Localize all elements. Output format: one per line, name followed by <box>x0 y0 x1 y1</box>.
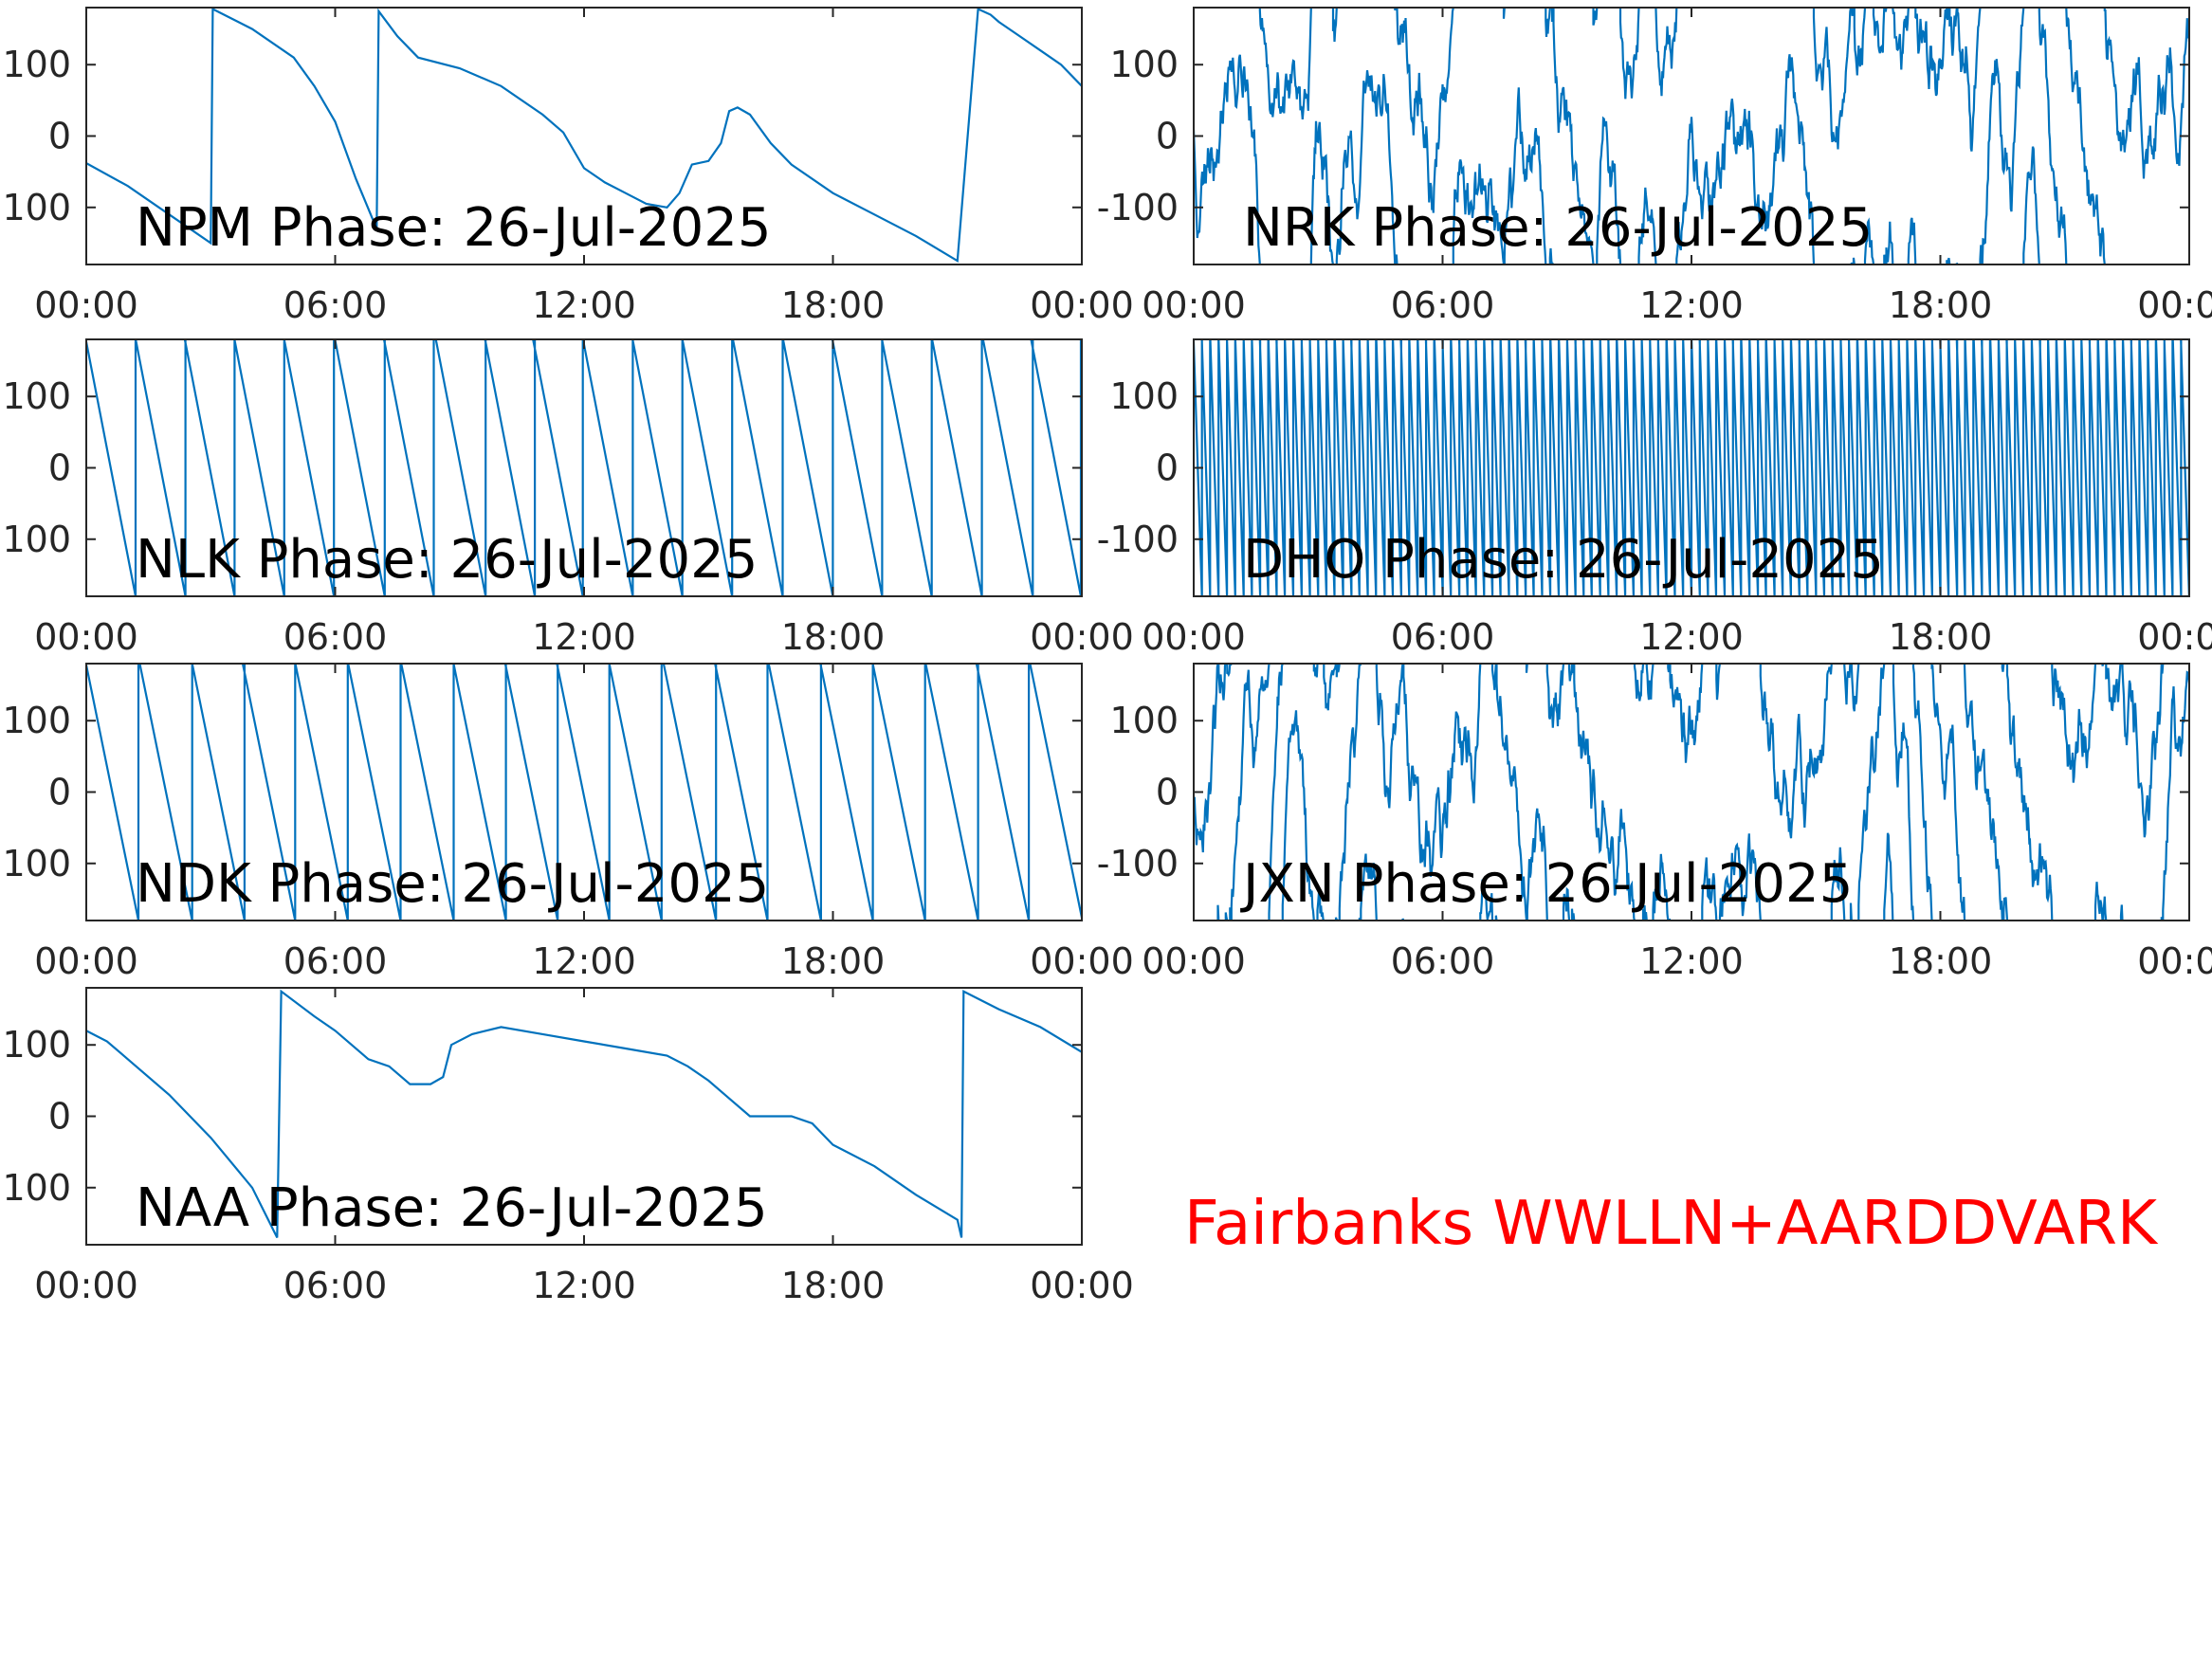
x-tick-label: 00:00 <box>34 616 138 658</box>
y-tick-label: 100 <box>1109 44 1179 85</box>
x-tick-label: 18:00 <box>1889 284 1993 326</box>
y-tick-label: 0 <box>48 447 71 489</box>
series-line <box>86 664 1082 921</box>
x-tick-label: 06:00 <box>283 616 388 658</box>
panel-title: NAA Phase: 26-Jul-2025 <box>136 1177 768 1239</box>
x-tick-label: 06:00 <box>283 284 388 326</box>
y-tick-label: 100 <box>2 843 71 884</box>
y-tick-label: 0 <box>1156 447 1179 489</box>
x-tick-label: 00:00 <box>1030 284 1134 326</box>
panel-title: NPM Phase: 26-Jul-2025 <box>136 197 772 259</box>
x-tick-label: 06:00 <box>1391 616 1495 658</box>
panel-title: NLK Phase: 26-Jul-2025 <box>136 529 758 591</box>
panels: 00:00 06:00 12:00 18:00 00:00 100 0 100 NPM Phas… <box>2 7 2212 1306</box>
y-tick-label: -100 <box>1097 519 1179 560</box>
panel-npm: 00:00 06:00 12:00 18:00 00:00 100 0 100 NPM Phas… <box>2 7 1134 326</box>
panel-ndk: 00:00 06:00 12:00 18:00 00:00 100 0 100 NDK Phas… <box>2 663 1134 982</box>
x-tick-label: 00:00 <box>2137 940 2212 982</box>
panel-title: DHO Phase: 26-Jul-2025 <box>1243 529 1884 591</box>
y-tick-label: 100 <box>2 519 71 560</box>
x-tick-label: 12:00 <box>532 616 636 658</box>
x-tick-label: 18:00 <box>781 284 886 326</box>
panel-title: NRK Phase: 26-Jul-2025 <box>1243 197 1873 259</box>
y-tick-label: 0 <box>48 116 71 157</box>
x-tick-label: 18:00 <box>781 940 886 982</box>
y-tick-label: 0 <box>1156 772 1179 813</box>
panel-jxn: 00:00 06:00 12:00 18:00 00:00 100 0 -100 JXN Pha… <box>1097 663 2212 982</box>
series-line <box>1194 664 2189 921</box>
footer-label: Fairbanks WWLLN+AARDDVARK <box>1184 1189 2159 1259</box>
x-tick-label: 12:00 <box>1639 940 1744 982</box>
x-tick-label: 18:00 <box>781 1265 886 1306</box>
x-tick-label: 12:00 <box>1639 284 1744 326</box>
panel-naa: 00:00 06:00 12:00 18:00 00:00 100 0 100 NAA Phas… <box>2 987 1134 1306</box>
y-tick-label: 100 <box>2 187 71 228</box>
y-tick-label: 100 <box>2 1024 71 1066</box>
x-tick-label: 18:00 <box>1889 616 1993 658</box>
panel-title: NDK Phase: 26-Jul-2025 <box>136 853 769 915</box>
x-tick-label: 00:00 <box>2137 616 2212 658</box>
x-tick-label: 00:00 <box>1142 284 1246 326</box>
x-tick-label: 00:00 <box>2137 284 2212 326</box>
x-tick-label: 18:00 <box>1889 940 1993 982</box>
x-tick-label: 06:00 <box>283 940 388 982</box>
y-tick-label: 100 <box>2 44 71 85</box>
x-tick-label: 18:00 <box>781 616 886 658</box>
y-tick-label: 100 <box>2 1167 71 1209</box>
y-tick-label: 0 <box>1156 116 1179 157</box>
y-tick-label: -100 <box>1097 187 1179 228</box>
y-tick-label: 100 <box>2 375 71 417</box>
x-tick-label: 06:00 <box>1391 940 1495 982</box>
y-tick-label: -100 <box>1097 843 1179 884</box>
x-tick-label: 00:00 <box>1030 616 1134 658</box>
x-tick-label: 12:00 <box>532 940 636 982</box>
x-tick-label: 00:00 <box>34 284 138 326</box>
panel-nrk: 00:00 06:00 12:00 18:00 00:00 100 0 -100 NRK Pha… <box>1097 7 2212 326</box>
x-tick-label: 06:00 <box>1391 284 1495 326</box>
x-tick-label: 00:00 <box>34 940 138 982</box>
x-tick-label: 00:00 <box>1142 940 1246 982</box>
x-tick-label: 00:00 <box>1030 940 1134 982</box>
panel-dho: 00:00 06:00 12:00 18:00 00:00 100 0 -100 DHO Pha… <box>1097 338 2212 658</box>
y-tick-label: 0 <box>48 1096 71 1138</box>
y-tick-label: 100 <box>1109 700 1179 741</box>
y-tick-label: 100 <box>1109 375 1179 417</box>
series-line <box>1194 8 2189 264</box>
x-tick-label: 00:00 <box>34 1265 138 1306</box>
panel-nlk: 00:00 06:00 12:00 18:00 00:00 100 0 100 NLK Phas… <box>2 338 1134 658</box>
x-tick-label: 00:00 <box>1142 616 1246 658</box>
y-tick-label: 100 <box>2 700 71 741</box>
series-line <box>86 8 1082 264</box>
x-tick-label: 12:00 <box>532 1265 636 1306</box>
panel-title: JXN Phase: 26-Jul-2025 <box>1240 853 1853 915</box>
x-tick-label: 12:00 <box>1639 616 1744 658</box>
x-tick-label: 12:00 <box>532 284 636 326</box>
series-line <box>86 989 1082 1238</box>
x-tick-label: 06:00 <box>283 1265 388 1306</box>
series-line <box>86 339 1082 596</box>
x-tick-label: 00:00 <box>1030 1265 1134 1306</box>
y-tick-label: 0 <box>48 772 71 813</box>
